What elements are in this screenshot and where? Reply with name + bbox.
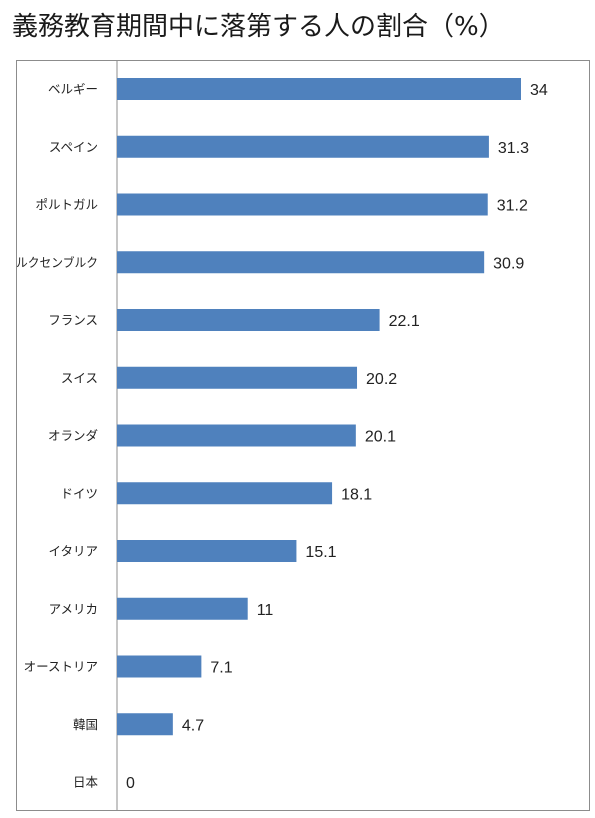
value-label: 7.1 [210,660,232,677]
category-label: ベルギー [48,82,98,97]
value-label: 30.9 [493,255,524,272]
category-label: オーストリア [24,659,98,674]
bar [117,251,485,274]
value-labels: 34 31.3 31.2 30.9 22.1 20.2 20.1 18.1 15.1 11 7.1 4… [126,82,548,792]
category-label: アメリカ [49,601,98,616]
value-label: 0 [126,775,135,792]
value-label: 31.2 [497,198,528,215]
bars-group [117,78,521,736]
category-label: オランダ [48,428,98,443]
category-label: フランス [48,313,98,328]
bar [117,655,202,678]
category-label: 日本 [73,775,99,790]
chart-title: 義務教育期間中に落第する人の割合（%） [12,12,505,42]
category-label: スペイン [49,139,98,154]
bar [117,482,333,505]
value-label: 18.1 [341,486,372,503]
bar [117,309,380,331]
bar [117,78,521,100]
value-label: 4.7 [182,717,204,734]
category-labels: ベルギースペインポルトガルルクセンブルクフランススイスオランダドイツイタリアアメ… [16,82,98,790]
bar [117,597,248,620]
value-label: 11 [257,602,274,619]
bar [117,135,489,158]
value-label: 15.1 [305,544,336,561]
category-label: イタリア [48,544,98,559]
category-label: ポルトガル [35,197,98,212]
value-label: 20.2 [366,371,397,388]
bar [117,424,356,447]
bar [117,366,358,389]
category-label: ルクセンブルク [16,255,98,270]
value-label: 20.1 [365,429,396,446]
category-label: ドイツ [60,486,98,501]
category-label: 韓国 [73,717,98,732]
bar [117,540,297,562]
chart-frame [16,60,590,811]
bar [117,193,488,216]
value-label: 31.3 [498,140,529,157]
bar [117,713,173,736]
category-label: スイス [61,370,98,385]
value-label: 22.1 [389,313,420,330]
value-label: 34 [530,82,548,99]
